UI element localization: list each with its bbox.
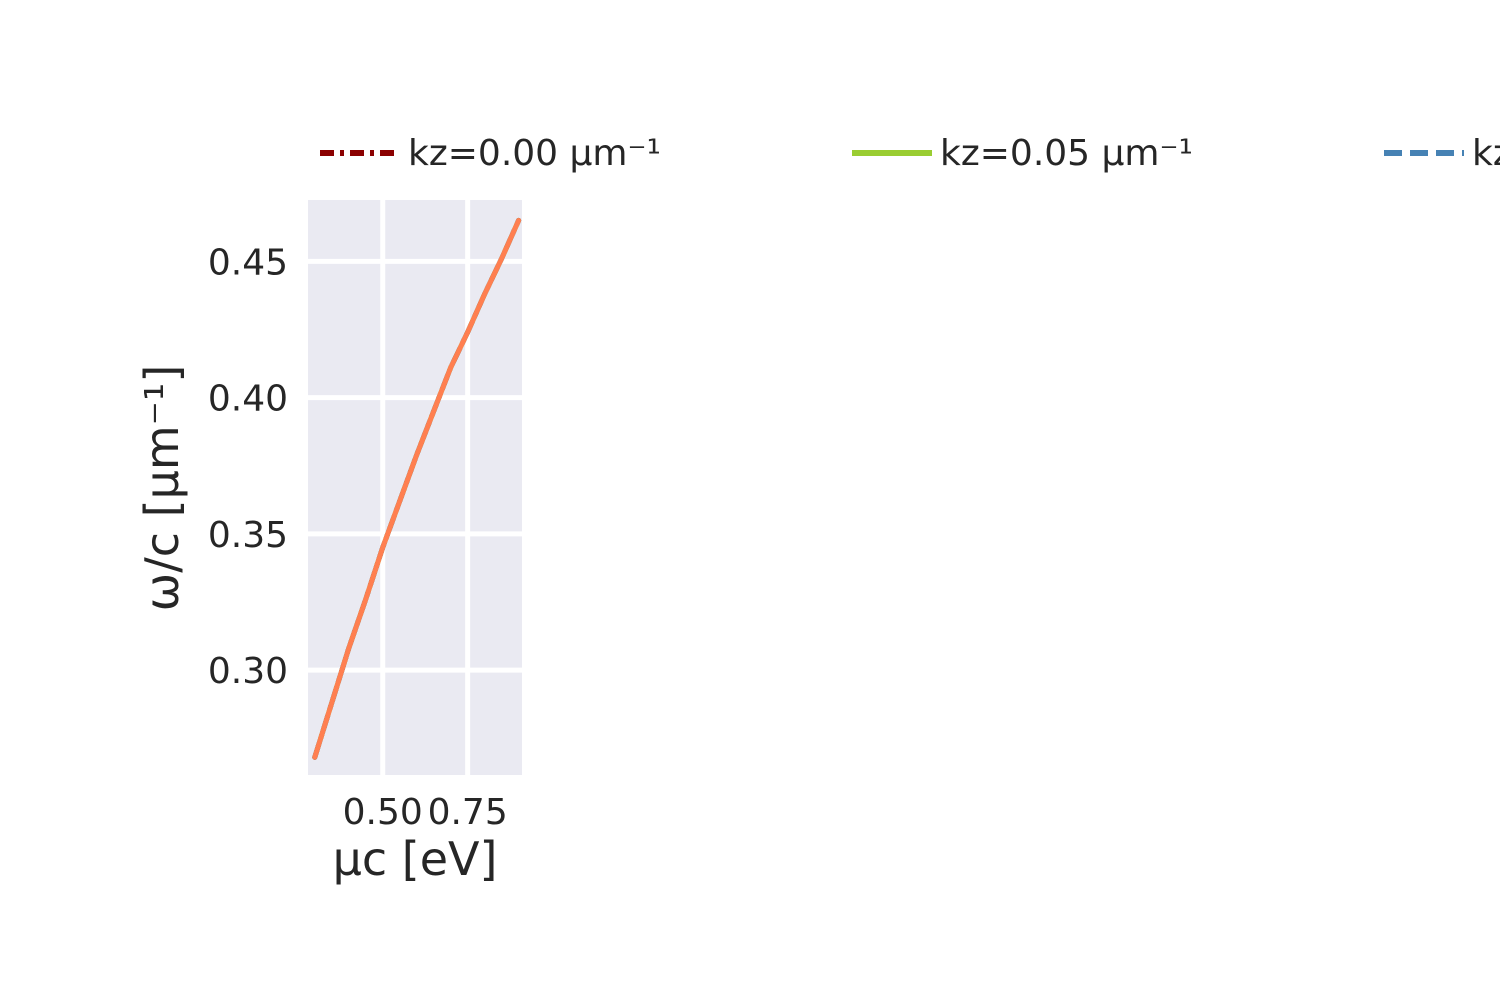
series-lines	[312, 217, 522, 760]
legend-label-1: kz=0.00 μm⁻¹	[408, 133, 661, 174]
tick-labels: 0.50 0.75 0.30 0.35 0.40 0.45	[208, 242, 508, 833]
y-tick-label: 0.45	[208, 242, 288, 283]
y-axis-label: ω/c [μm⁻¹]	[135, 365, 189, 612]
series-line-4	[312, 217, 522, 760]
x-tick-label: 0.50	[343, 792, 423, 833]
x-axis-label: μc [eV]	[333, 832, 498, 886]
y-tick-label: 0.35	[208, 515, 288, 556]
y-tick-label: 0.30	[208, 651, 288, 692]
y-tick-label: 0.40	[208, 379, 288, 420]
x-tick-label: 0.75	[428, 792, 508, 833]
legend-label-3: kz	[1472, 133, 1500, 174]
legend: kz=0.00 μm⁻¹ kz=0.05 μm⁻¹ kz	[320, 133, 1500, 174]
legend-label-2: kz=0.05 μm⁻¹	[940, 133, 1193, 174]
